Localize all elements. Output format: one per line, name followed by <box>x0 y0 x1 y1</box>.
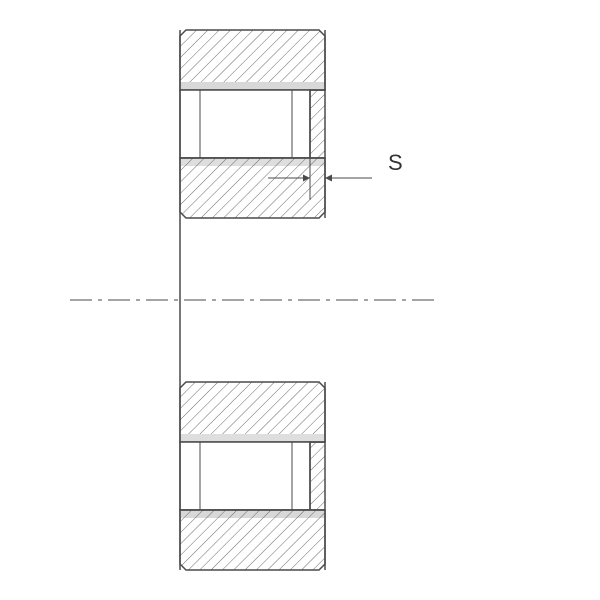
bearing-cross-section-diagram: S <box>0 0 600 600</box>
roller-top <box>180 90 325 158</box>
inner-ring-top <box>180 158 325 218</box>
dimension-s-label: S <box>388 150 403 175</box>
outer-ring-top <box>180 30 325 90</box>
inner-ring-bottom <box>180 382 325 442</box>
roller-bottom <box>180 442 325 510</box>
outer-ring-bottom <box>180 510 325 570</box>
